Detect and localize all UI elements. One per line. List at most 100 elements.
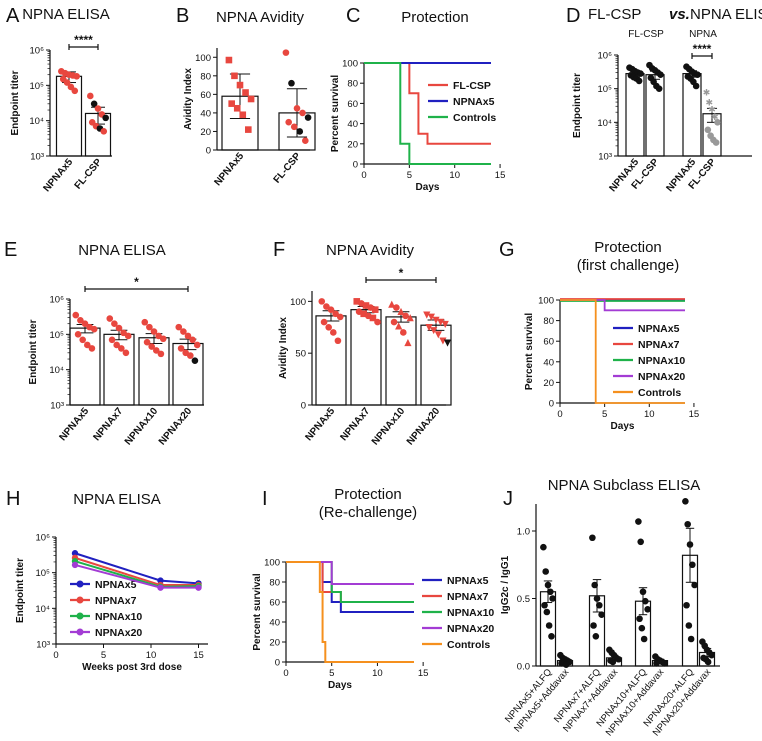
y-tick-label: 80 [347,79,358,90]
group-label: FL-CSP [628,29,664,40]
data-point [334,337,342,345]
bar [625,73,645,157]
data-point [589,534,596,542]
data-point [712,139,720,146]
data-point [73,73,80,80]
x-tick-label: 5 [407,170,412,181]
data-point [592,633,600,640]
y-tick-label: 80 [543,316,554,327]
y-axis-label: Percent survival [330,75,341,152]
panel-title-part: FL-CSP [588,6,641,23]
y-tick-label: 0 [301,401,306,412]
data-point [239,111,247,119]
legend-label: NPNAx7 [638,339,680,351]
data-point [193,341,201,349]
x-tick-label: 15 [193,650,204,661]
data-point [100,128,108,135]
data-point [714,119,721,126]
data-point [245,126,252,133]
x-axis-label: Days [611,421,635,432]
data-point: ✱ [708,104,716,114]
data-point [285,118,292,126]
data-point [118,345,125,352]
x-tick-label: 0 [361,170,366,181]
legend-label: NPNAx5 [638,323,680,335]
data-point [657,71,664,78]
data-point [318,298,326,305]
data-point [282,49,290,56]
data-point [374,318,381,326]
data-point [423,311,431,319]
data-point [236,81,244,89]
series-point [71,550,79,557]
x-axis-label: Weeks post 3rd dose [82,662,182,673]
y-tick-label: 10³ [30,152,44,163]
data-point [102,114,109,122]
category-label: FL-CSP [73,157,105,192]
data-point [327,306,335,313]
y-tick-label: 40 [200,108,211,119]
data-point [296,128,304,135]
data-point [545,622,553,629]
data-point [686,541,694,548]
data-point [687,635,695,643]
y-axis-label: Avidity Index [183,68,194,130]
series-line-npnax10 [286,561,414,603]
data-point [77,316,84,324]
data-point [638,624,646,632]
data-point [159,335,167,343]
data-point [682,498,689,505]
y-tick-label: 10⁴ [49,365,64,376]
panel-title-line: (Re-challenge) [319,504,417,521]
x-tick-label: 5 [329,668,334,679]
data-point [692,82,700,90]
category-label: NPNAx5 [213,151,247,189]
y-tick-label: 60 [269,598,280,609]
data-point [593,595,601,602]
y-tick-label: 50 [295,349,306,360]
data-point [542,568,549,575]
category-label: NPNAx5 [304,406,338,444]
data-point [397,307,405,316]
data-point [228,100,235,107]
data-point [434,331,442,339]
series-point [157,577,164,584]
y-tick-label: 80 [200,71,211,82]
data-point [157,350,165,358]
data-point [290,123,298,131]
data-point [79,336,86,344]
data-point [541,601,548,609]
legend-label: NPNAx20 [95,627,142,639]
data-point [402,312,409,320]
panel-label: G [499,239,515,261]
category-label: NPNAx20 [405,406,443,448]
y-tick-label: 40 [543,357,554,368]
data-point [247,95,255,103]
data-point [63,79,71,86]
data-point [299,109,306,117]
y-axis-label: Endpoint titer [10,70,21,135]
data-point [609,658,617,666]
data-point: ✱ [711,112,719,122]
y-tick-label: 10⁵ [49,330,64,341]
data-point [432,316,440,324]
y-tick-label: 10⁶ [30,46,45,57]
data-point [360,310,367,318]
y-tick-label: 0 [353,160,358,171]
data-point [544,581,552,589]
panel-label: J [503,488,513,510]
data-point [90,325,98,333]
data-point [233,104,241,112]
panel-title-line: (first challenge) [577,257,680,274]
significance-label: * [134,275,139,289]
data-point [685,622,693,629]
data-point [684,520,691,528]
panel-label: A [6,5,20,27]
panel-title: NPNA Avidity [326,242,415,259]
data-point [371,306,379,313]
data-point [562,661,570,668]
y-tick-label: 60 [347,99,358,110]
data-point [547,588,554,596]
data-point [141,318,149,326]
